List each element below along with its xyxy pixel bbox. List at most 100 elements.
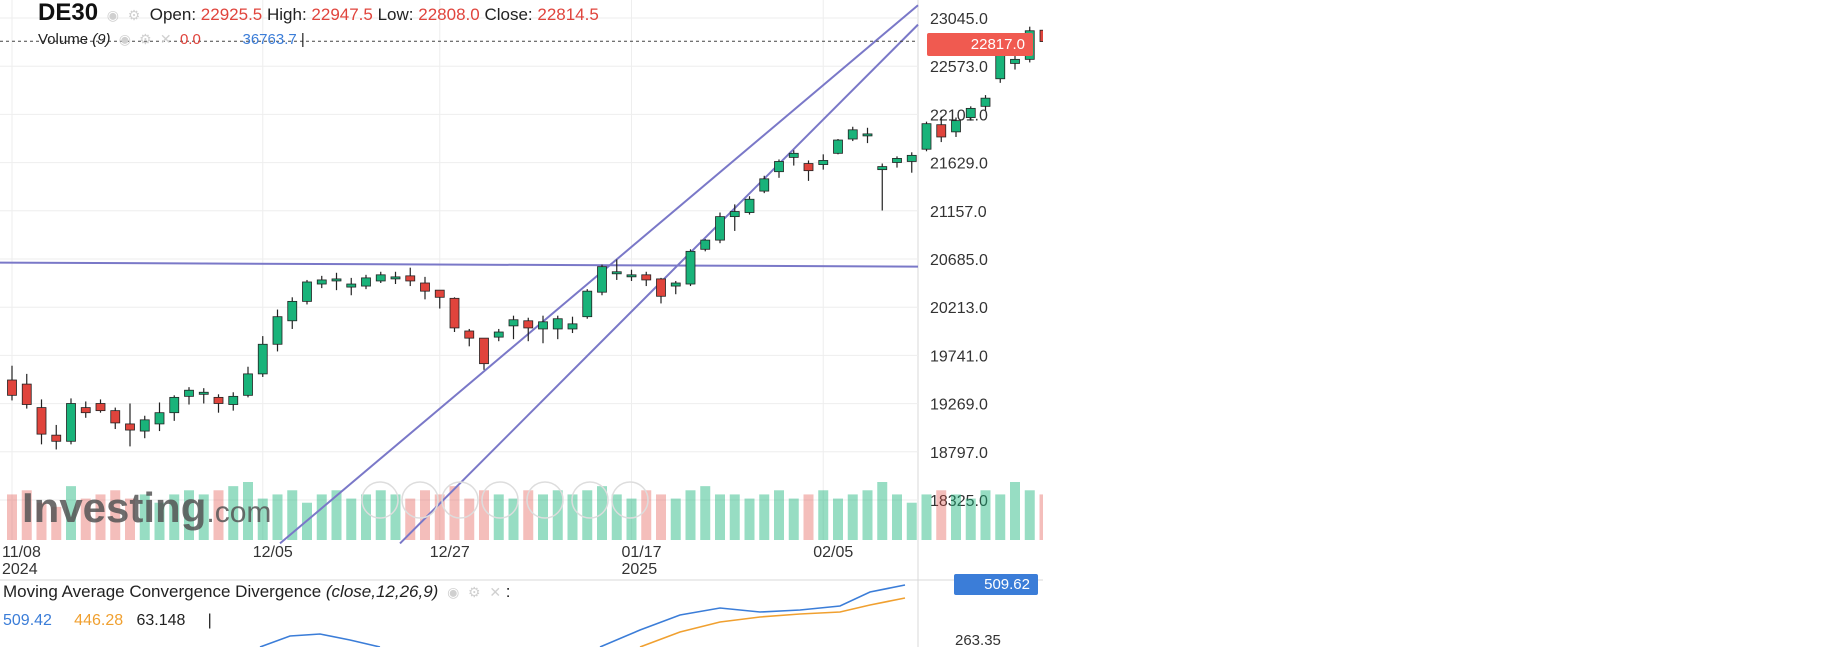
close-icon[interactable]: ✕ — [159, 31, 172, 47]
volume-bar — [523, 490, 534, 540]
volume-bar — [877, 482, 888, 540]
volume-bar — [906, 502, 917, 540]
x-tick-year: 2025 — [622, 561, 658, 578]
candle-body — [51, 434, 62, 442]
volume-bar — [715, 494, 725, 540]
high-label: High: — [266, 5, 307, 24]
volume-bar — [213, 490, 224, 540]
volume-bar — [449, 486, 460, 540]
y-tick-label: 18797.0 — [930, 445, 988, 462]
volume-bar — [464, 498, 475, 540]
candle-body — [685, 250, 696, 285]
eye-icon[interactable]: ◉ — [106, 7, 119, 23]
candle-body — [965, 107, 976, 118]
macd-tag-value: 509.62 — [984, 576, 1030, 593]
y-tick-label: 19741.0 — [930, 348, 988, 365]
volume-bar — [110, 490, 121, 540]
chart-control-icon — [401, 481, 439, 519]
candle-body — [818, 160, 829, 165]
gear-icon[interactable]: ⚙ — [468, 584, 481, 600]
volume-bar — [685, 490, 696, 540]
volume-value-a: 0.0 — [179, 31, 201, 48]
candle-body — [316, 279, 327, 285]
gear-icon[interactable]: ⚙ — [127, 7, 141, 23]
candle-body — [272, 316, 283, 345]
volume-bar — [479, 490, 489, 540]
volume-bar — [198, 494, 209, 540]
price-chart[interactable]: 23045.022573.022101.021629.021157.020685… — [0, 0, 1043, 647]
volume-bar — [287, 490, 298, 540]
volume-bar — [774, 490, 784, 540]
volume-value-b: 36763.7 — [242, 31, 297, 48]
chart-control-icon — [441, 481, 479, 519]
volume-bar — [700, 486, 711, 540]
candle-body — [980, 97, 991, 107]
volume-bar — [36, 502, 47, 540]
candle-body — [302, 281, 312, 302]
volume-bar — [552, 490, 563, 540]
candle-body — [803, 163, 814, 172]
volume-bar — [965, 498, 976, 540]
volume-bar — [744, 498, 755, 540]
close-icon[interactable]: ✕ — [489, 584, 502, 600]
chart-area: 23045.0 22573.0 22101.0 21629.0 21157.0 20685… — [0, 0, 1043, 647]
candle-body — [1010, 58, 1020, 64]
chart-control-icon — [361, 481, 399, 519]
volume-bar — [995, 494, 1006, 540]
candle-body — [213, 396, 224, 404]
candle-body — [228, 395, 239, 405]
candle-body — [184, 389, 194, 397]
volume-bar — [169, 494, 180, 540]
candle-body — [331, 278, 342, 282]
volume-bar — [1039, 494, 1043, 540]
volume-bar — [80, 498, 91, 540]
volume-bar — [184, 490, 194, 540]
investing-watermark: Investing.com — [22, 484, 271, 532]
volume-bar — [243, 482, 253, 540]
candle-body — [21, 383, 32, 405]
volume-bar — [139, 494, 150, 540]
y-tick-label: 23045.0 — [930, 11, 988, 28]
chart-control-icon — [526, 481, 564, 519]
candle-body — [405, 275, 416, 282]
signal-value: 446.28 — [74, 612, 124, 629]
volume-bar — [936, 490, 947, 540]
candle-body — [257, 343, 268, 375]
candle-body — [597, 266, 607, 293]
open-value: 22925.5 — [200, 5, 263, 24]
macd-more[interactable]: : — [505, 582, 511, 601]
volume-bar — [331, 490, 342, 540]
volume-param: (9) — [92, 31, 111, 48]
macd-axis-tick-label: 263.35 — [955, 632, 1001, 647]
candle-body — [198, 391, 209, 395]
candle-body — [508, 319, 519, 327]
gear-icon[interactable]: ⚙ — [139, 31, 152, 47]
volume-bar — [759, 494, 770, 540]
volume-label: Volume — [38, 31, 89, 48]
close-label: Close: — [484, 5, 533, 24]
candle-body — [744, 198, 755, 213]
volume-bar — [803, 494, 814, 540]
macd-params: (close,12,26,9) — [325, 582, 439, 601]
volume-bar — [1010, 482, 1020, 540]
volume-bar — [582, 490, 593, 540]
candle-body — [729, 211, 740, 218]
candle-body — [154, 412, 165, 425]
eye-icon[interactable]: ◉ — [447, 584, 460, 600]
volume-bar — [626, 498, 637, 540]
volume-bar — [361, 494, 371, 540]
candle-body — [833, 139, 843, 154]
y-tick-label: 21157.0 — [930, 204, 987, 221]
macd-line — [599, 584, 906, 647]
candle-body — [361, 277, 371, 287]
candle-body — [110, 410, 121, 424]
low-value: 22808.0 — [418, 5, 480, 24]
volume-bar — [154, 502, 165, 540]
eye-icon[interactable]: ◉ — [118, 31, 131, 47]
y-tick-label: 21629.0 — [930, 156, 988, 173]
close-value: 22814.5 — [537, 5, 599, 24]
candle-body — [626, 274, 637, 278]
candle-body — [36, 407, 47, 435]
candle-body — [700, 239, 711, 250]
volume-bar — [670, 498, 681, 540]
